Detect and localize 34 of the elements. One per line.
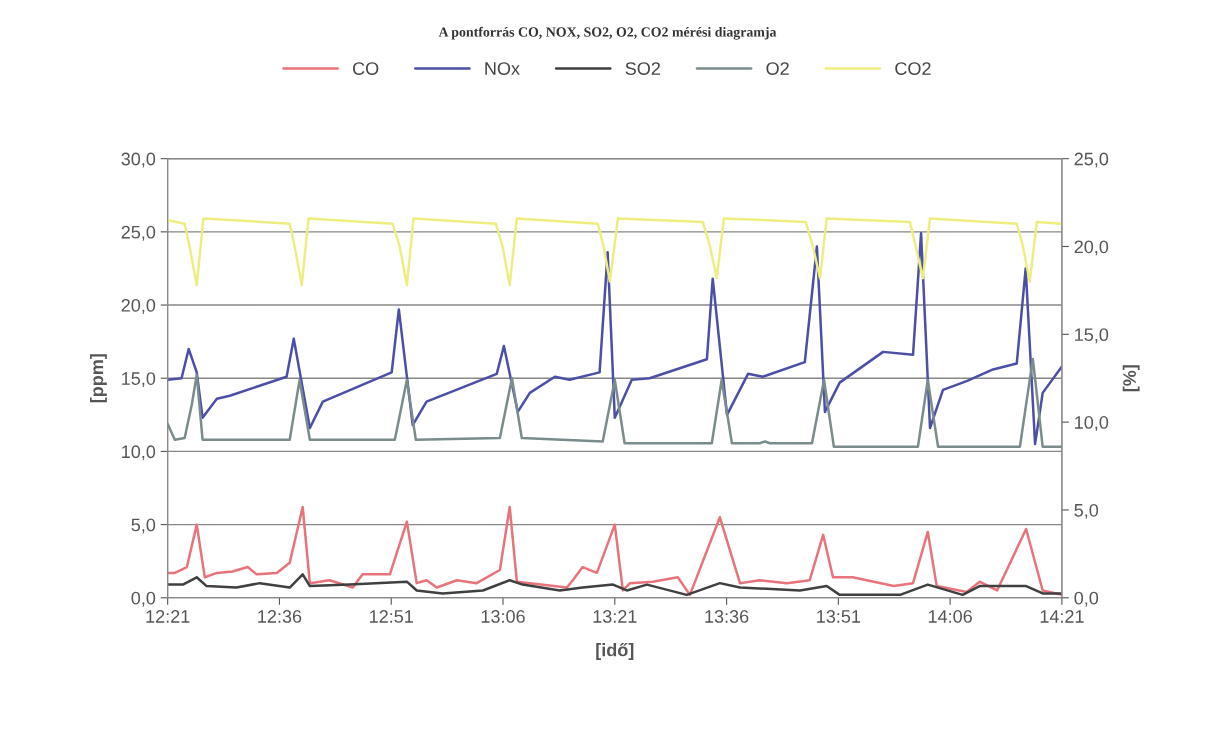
x-tick-label: 12:36 [258, 610, 302, 623]
line-series [167, 357, 1062, 448]
y-axis-title: [ppm] [90, 354, 107, 403]
y2-axis-title: [%] [1122, 365, 1140, 392]
line-series [167, 217, 1062, 287]
y-tick-label: 25,0 [121, 225, 156, 241]
x-tick-label: 12:21 [146, 610, 190, 623]
y2-tick-label: 15,0 [1075, 328, 1109, 344]
y-tick-label: 10,0 [122, 445, 156, 461]
y2-tick-label: 10,0 [1075, 416, 1109, 431]
chart-title: A pontforrás CO, NOX, SO2, O2, CO2 mérési diagramja [438, 26, 777, 40]
legend-label: CO2 [895, 62, 931, 75]
y-tick-label: 20,0 [121, 298, 156, 314]
y2-tick-label: 25,0 [1074, 152, 1109, 168]
x-tick-label: 13:36 [705, 610, 749, 623]
legend-label: NOx [485, 62, 520, 75]
legend-label: O2 [766, 62, 789, 75]
y2-tick-label: 5,0 [1074, 503, 1099, 519]
x-tick-label: 13:21 [593, 610, 637, 623]
y2-tick-label: 0,0 [1074, 591, 1099, 607]
x-tick-label: 13:51 [817, 610, 861, 623]
x-tick-label: 14:06 [928, 610, 972, 623]
y2-tick-label: 20,0 [1074, 240, 1109, 256]
x-tick-label: 12:51 [370, 610, 413, 623]
y-tick-label: 0,0 [131, 591, 156, 607]
line-series [167, 232, 1062, 446]
y-tick-label: 15,0 [122, 372, 156, 388]
x-tick-label: 13:06 [481, 610, 525, 623]
x-axis-title: [idő] [596, 643, 634, 660]
y-tick-label: 5,0 [131, 518, 156, 534]
legend-label: SO2 [625, 62, 660, 75]
y-tick-label: 30,0 [121, 152, 156, 168]
x-tick-label: 14:21 [1040, 610, 1084, 623]
legend-label: CO [353, 62, 379, 75]
